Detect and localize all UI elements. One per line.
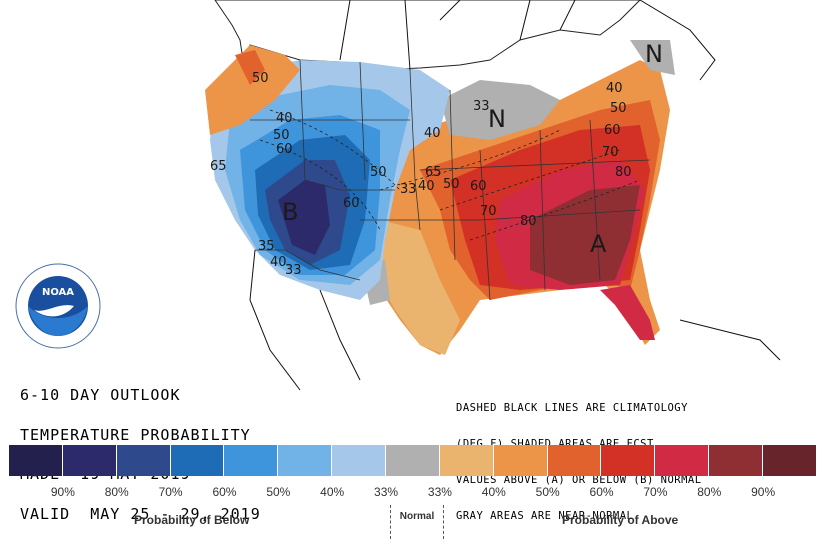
svg-text:40: 40 — [276, 111, 293, 126]
svg-text:33: 33 — [473, 99, 490, 114]
legend-swatch — [62, 445, 117, 476]
legend-tick-label: 60% — [212, 485, 237, 499]
outlook-title-block: 6-10 DAY OUTLOOK TEMPERATURE PROBABILITY… — [20, 363, 261, 534]
legend-tick-label: 70% — [158, 485, 183, 499]
legend-tick-label: 90% — [751, 485, 776, 499]
legend-tick-label: 50% — [266, 485, 291, 499]
legend-tick-label: 40% — [481, 485, 506, 499]
legend-tick-label: 50% — [535, 485, 560, 499]
climatology-lines — [259, 109, 641, 241]
legend-tick-label: 40% — [320, 485, 345, 499]
normal-caption: Normal — [390, 505, 444, 539]
svg-text:40: 40 — [606, 81, 623, 96]
svg-text:60: 60 — [343, 196, 360, 211]
svg-text:35: 35 — [258, 239, 275, 254]
svg-text:80: 80 — [615, 165, 632, 180]
noaa-logo: NOAA — [14, 262, 102, 350]
below-marker: B — [282, 198, 298, 226]
near-normal-marker-ne: N — [645, 40, 663, 68]
notes-line-4: GRAY AREAS ARE NEAR-NORMAL — [456, 510, 634, 522]
svg-text:65: 65 — [425, 165, 442, 180]
svg-text:60: 60 — [604, 123, 621, 138]
svg-text:40: 40 — [418, 179, 435, 194]
svg-text:50: 50 — [370, 165, 387, 180]
svg-text:40: 40 — [270, 255, 287, 270]
svg-text:60: 60 — [470, 179, 487, 194]
notes-line-1: DASHED BLACK LINES ARE CLIMATOLOGY — [456, 402, 688, 414]
legend-swatch — [9, 445, 63, 476]
legend-tick-label: 90% — [50, 485, 75, 499]
state-boundaries — [250, 59, 651, 301]
title-line-1: 6-10 DAY OUTLOOK — [20, 386, 181, 404]
probability-legend — [9, 445, 817, 476]
legend-tick-label: 60% — [589, 485, 614, 499]
svg-text:50: 50 — [252, 71, 269, 86]
svg-text:80: 80 — [520, 214, 537, 229]
legend-swatch — [116, 445, 171, 476]
svg-text:33: 33 — [400, 182, 417, 197]
legend-swatch — [439, 445, 494, 476]
legend-tick-label: 80% — [104, 485, 129, 499]
svg-text:33: 33 — [285, 263, 302, 278]
svg-text:40: 40 — [424, 126, 441, 141]
legend-swatch — [278, 445, 333, 476]
legend-tick-labels: 90% 80% 70% 60% 50% 40% 33% 33% 40% 50% 60% 70% 80% 9… — [0, 485, 829, 501]
border-lines — [249, 0, 781, 391]
noaa-logo-text: NOAA — [42, 287, 74, 298]
legend-swatch — [224, 445, 279, 476]
legend-swatch — [601, 445, 656, 476]
title-line-2: TEMPERATURE PROBABILITY — [20, 425, 251, 444]
svg-text:50: 50 — [273, 128, 290, 143]
legend-swatch — [170, 445, 225, 476]
conus-shading — [205, 40, 675, 355]
legend-swatch — [655, 445, 710, 476]
below-caption: Probability of Below — [134, 513, 250, 527]
title-line-4: VALID MAY 25 - 29, 2019 — [20, 504, 261, 523]
svg-text:60: 60 — [276, 142, 293, 157]
legend-swatch — [763, 445, 817, 476]
svg-text:50: 50 — [443, 177, 460, 192]
legend-tick-label: 33% — [427, 485, 452, 499]
svg-text:50: 50 — [610, 101, 627, 116]
legend-swatch — [332, 445, 387, 476]
above-marker: A — [590, 230, 607, 258]
above-caption: Probability of Above — [562, 513, 679, 527]
svg-text:70: 70 — [602, 145, 619, 160]
legend-swatch — [547, 445, 602, 476]
svg-text:70: 70 — [480, 204, 497, 219]
legend-swatch — [493, 445, 548, 476]
notes-line-3: VALUES ABOVE (A) OR BELOW (B) NORMAL — [456, 474, 702, 486]
near-normal-marker-gl: N — [488, 105, 506, 133]
legend-tick-label: 33% — [374, 485, 399, 499]
temperature-outlook-map: 50 40 50 60 65 40 50 33 33 40 50 60 65 7… — [205, 0, 781, 391]
legend-swatch — [386, 445, 440, 476]
legend-tick-label: 70% — [643, 485, 668, 499]
legend-swatch — [709, 445, 764, 476]
svg-text:65: 65 — [210, 159, 227, 174]
legend-tick-label: 80% — [697, 485, 722, 499]
